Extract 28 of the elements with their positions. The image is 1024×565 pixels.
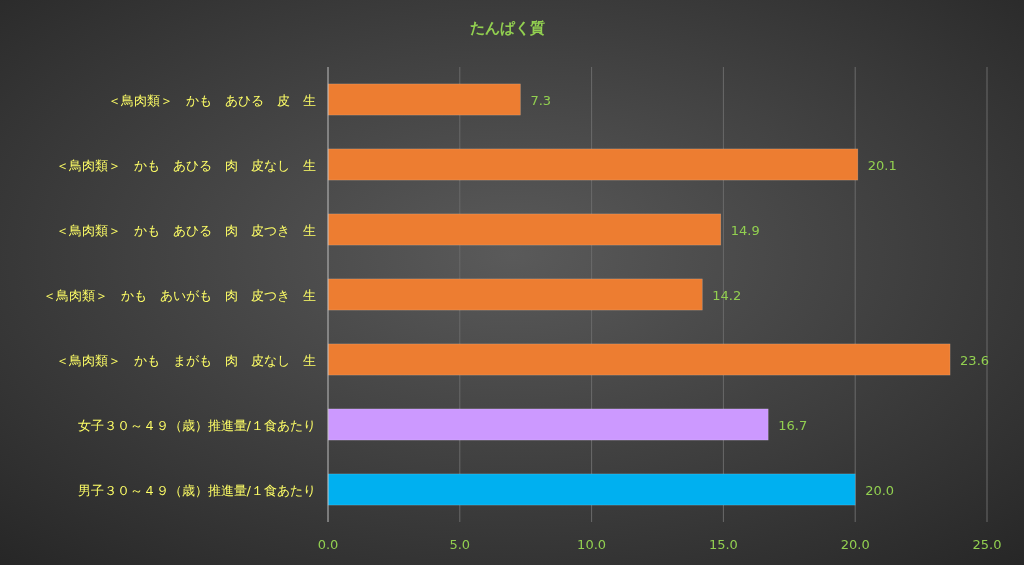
y-tick-label: 男子３０～４９（歳）推進量/１食あたり <box>77 482 316 498</box>
y-tick-label: ＜鳥肉類＞ かも あいがも 肉 皮つき 生 <box>43 287 316 303</box>
x-tick-label: 20.0 <box>840 537 870 552</box>
y-tick-label: ＜鳥肉類＞ かも あひる 肉 皮つき 生 <box>56 222 316 238</box>
bar <box>327 473 856 506</box>
y-tick-label: ＜鳥肉類＞ かも あひる 皮 生 <box>108 92 316 108</box>
x-tick-label: 0.0 <box>317 537 339 552</box>
data-label: 7.3 <box>530 92 552 108</box>
data-label: 14.9 <box>730 222 760 238</box>
bar <box>327 148 859 181</box>
bar <box>327 408 769 441</box>
bar <box>327 83 521 116</box>
bar <box>327 343 951 376</box>
bar <box>327 213 722 246</box>
data-label: 20.1 <box>867 157 897 173</box>
y-tick-label: ＜鳥肉類＞ かも まがも 肉 皮なし 生 <box>56 352 316 368</box>
x-tick-label: 5.0 <box>449 537 471 552</box>
chart-title: たんぱく質 <box>470 19 545 37</box>
bar <box>327 278 703 311</box>
x-tick-label: 25.0 <box>972 537 1002 552</box>
data-label: 14.2 <box>712 287 742 303</box>
y-tick-label: ＜鳥肉類＞ かも あひる 肉 皮なし 生 <box>56 157 316 173</box>
x-tick-label: 15.0 <box>708 537 738 552</box>
data-label: 20.0 <box>865 482 895 498</box>
data-label: 16.7 <box>778 417 808 433</box>
y-tick-label: 女子３０～４９（歳）推進量/１食あたり <box>77 417 316 433</box>
x-tick-label: 10.0 <box>577 537 607 552</box>
data-label: 23.6 <box>960 352 990 368</box>
